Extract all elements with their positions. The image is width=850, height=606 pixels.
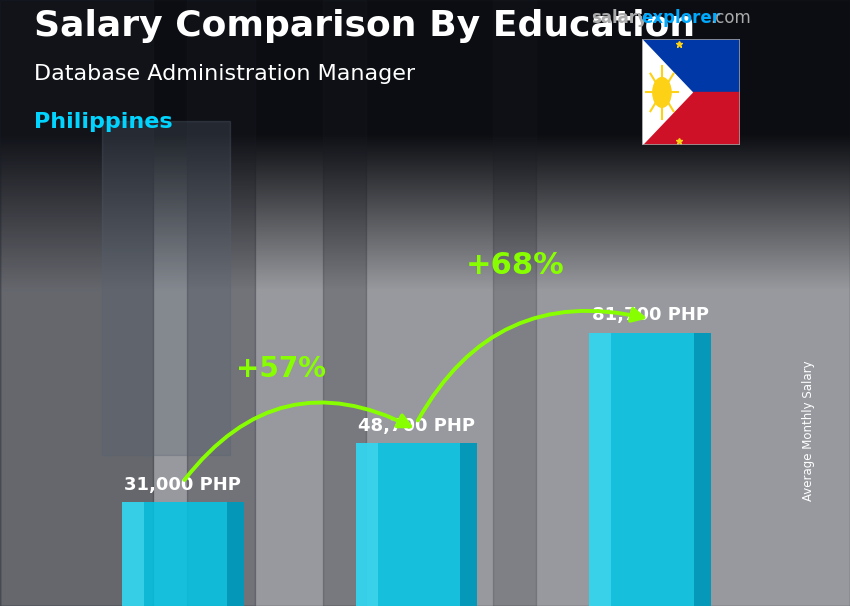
Bar xyxy=(460,443,477,606)
Bar xyxy=(187,0,255,606)
Text: .com: .com xyxy=(711,9,751,27)
Bar xyxy=(323,0,366,606)
Bar xyxy=(122,502,243,606)
Bar xyxy=(642,39,740,92)
Bar xyxy=(355,443,377,606)
Text: 31,000 PHP: 31,000 PHP xyxy=(124,476,241,494)
Bar xyxy=(493,0,536,606)
Bar xyxy=(226,502,243,606)
Bar xyxy=(694,333,711,606)
Text: 48,700 PHP: 48,700 PHP xyxy=(358,416,475,435)
Text: Salary Comparison By Education: Salary Comparison By Education xyxy=(34,9,695,43)
Y-axis label: Average Monthly Salary: Average Monthly Salary xyxy=(802,360,814,501)
Text: +68%: +68% xyxy=(465,251,564,280)
Bar xyxy=(122,502,144,606)
Text: 81,700 PHP: 81,700 PHP xyxy=(592,306,709,324)
Bar xyxy=(102,121,230,454)
Text: Database Administration Manager: Database Administration Manager xyxy=(34,64,415,84)
Bar xyxy=(0,0,153,606)
Text: +57%: +57% xyxy=(236,355,326,384)
Bar xyxy=(642,92,740,145)
Text: salary: salary xyxy=(591,9,648,27)
Text: explorer: explorer xyxy=(641,9,720,27)
Bar xyxy=(590,333,711,606)
Bar xyxy=(590,333,611,606)
Polygon shape xyxy=(642,39,692,145)
Bar xyxy=(355,443,477,606)
Text: Philippines: Philippines xyxy=(34,112,173,132)
Circle shape xyxy=(653,78,672,107)
